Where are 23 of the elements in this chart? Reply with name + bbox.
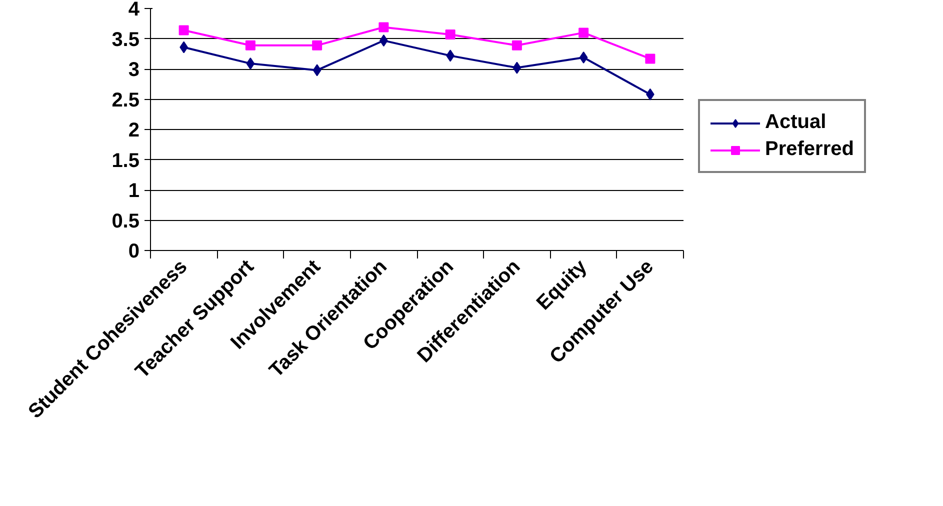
legend-label: Actual [765, 111, 826, 134]
point [312, 40, 322, 50]
y-tick-label: 3.5 [112, 28, 140, 51]
y-tick-label: 2 [128, 120, 140, 142]
point [578, 28, 589, 38]
y-tick-label: 1 [128, 180, 140, 202]
point [378, 22, 389, 32]
point [579, 52, 588, 64]
point [445, 30, 456, 40]
y-tick-label: 4 [128, 0, 140, 20]
point [512, 62, 522, 74]
point [312, 64, 322, 76]
point [246, 58, 255, 70]
point [512, 40, 522, 50]
point [645, 54, 656, 64]
legend-label: Preferred [765, 138, 854, 161]
point [245, 40, 256, 50]
y-tick-label: 3 [128, 59, 140, 81]
point [178, 25, 189, 36]
y-tick-label: 1.5 [112, 150, 140, 172]
y-tick-label: 0.5 [112, 210, 140, 232]
y-tick-label: 2.5 [112, 89, 140, 112]
y-tick-label: 0 [128, 240, 140, 262]
